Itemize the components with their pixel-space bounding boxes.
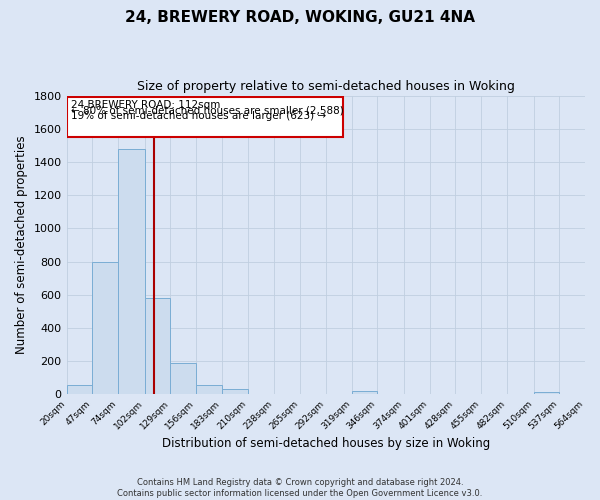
Polygon shape [67, 97, 343, 137]
Title: Size of property relative to semi-detached houses in Woking: Size of property relative to semi-detach… [137, 80, 515, 93]
Bar [196, 384, 222, 394]
Bar [170, 363, 196, 394]
Bar [67, 386, 92, 394]
Text: 19% of semi-detached houses are larger (623) →: 19% of semi-detached houses are larger (… [71, 110, 326, 120]
Bar [222, 388, 248, 394]
Text: 24 BREWERY ROAD: 112sqm: 24 BREWERY ROAD: 112sqm [71, 100, 221, 110]
Bar [118, 148, 145, 394]
Y-axis label: Number of semi-detached properties: Number of semi-detached properties [15, 136, 28, 354]
Bar [92, 262, 118, 394]
Bar [145, 298, 170, 394]
X-axis label: Distribution of semi-detached houses by size in Woking: Distribution of semi-detached houses by … [161, 437, 490, 450]
Bar [352, 391, 377, 394]
Text: Contains HM Land Registry data © Crown copyright and database right 2024.
Contai: Contains HM Land Registry data © Crown c… [118, 478, 482, 498]
Text: 24, BREWERY ROAD, WOKING, GU21 4NA: 24, BREWERY ROAD, WOKING, GU21 4NA [125, 10, 475, 25]
Bar [533, 392, 559, 394]
Text: ← 80% of semi-detached houses are smaller (2,588): ← 80% of semi-detached houses are smalle… [71, 106, 344, 116]
